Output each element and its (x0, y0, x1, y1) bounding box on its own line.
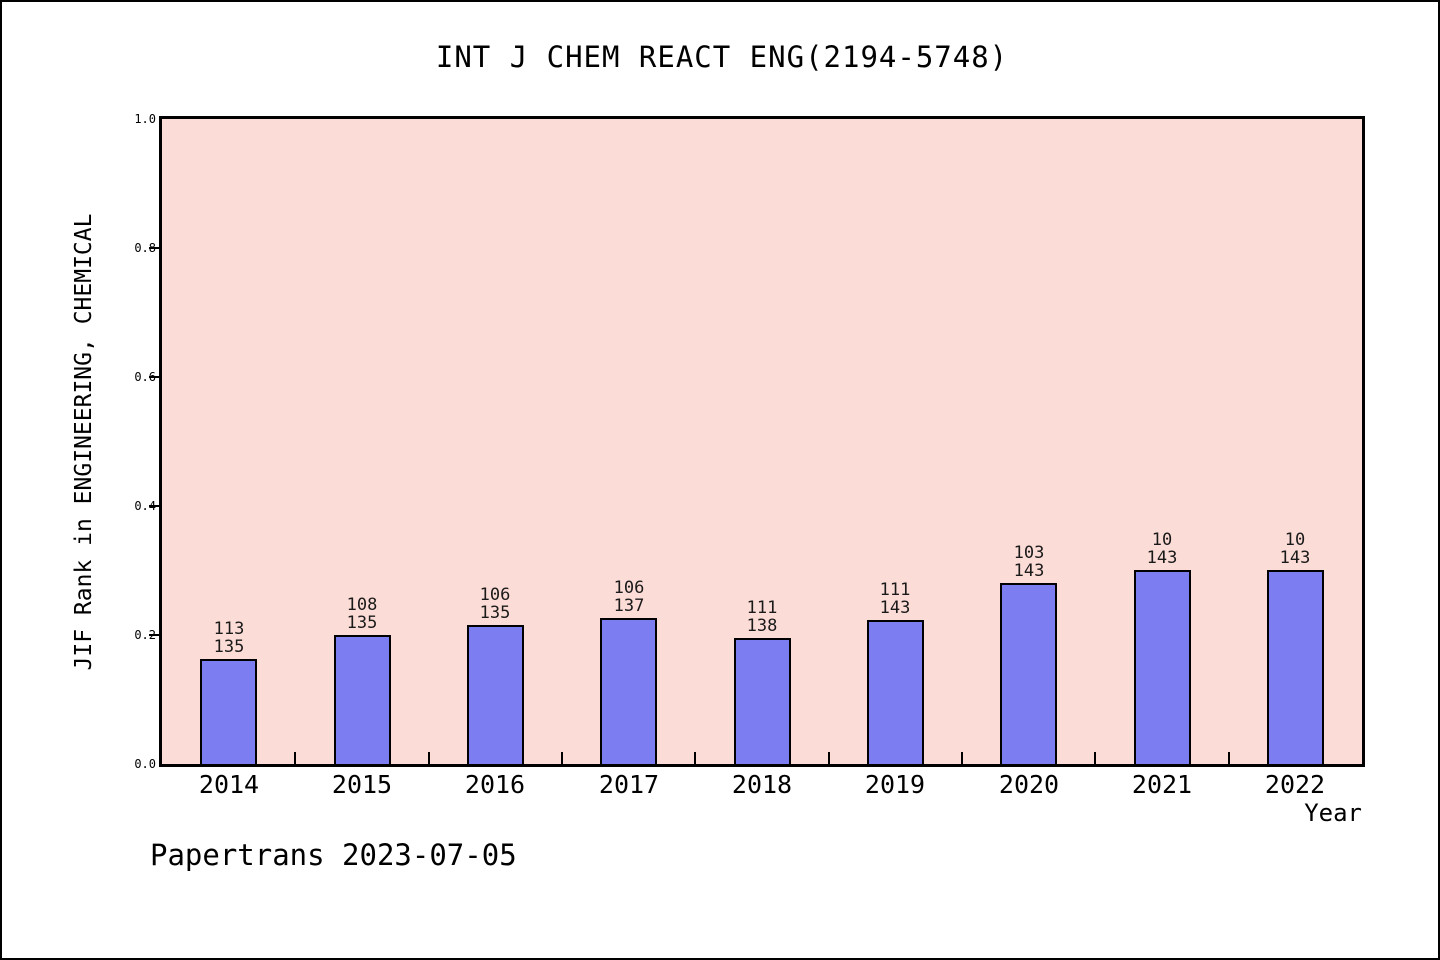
bar-value-numerator: 108 (346, 595, 378, 615)
footer-watermark: Papertrans 2023-07-05 (150, 838, 517, 872)
plot-area: 113 135 108 135 106 135 106 137 111 138 111 143 103 1… (162, 119, 1362, 764)
x-tick-label-2017: 2017 (598, 770, 660, 799)
x-tick-mark (427, 752, 430, 764)
bar-value-label: 113 135 (169, 620, 289, 656)
y-tick-mark (149, 247, 162, 249)
x-tick-label-2016: 2016 (464, 770, 526, 799)
y-tick-label: 0.4 (134, 499, 156, 513)
x-tick-mark (694, 752, 697, 764)
bar-value-denominator: 137 (613, 596, 645, 616)
x-tick-mark (1094, 752, 1097, 764)
y-tick-label: 0.0 (134, 757, 156, 771)
x-tick-label-2021: 2021 (1131, 770, 1193, 799)
x-tick-mark (561, 752, 563, 764)
bar-value-numerator: 103 (1013, 543, 1045, 563)
bar-value-numerator: 106 (613, 578, 645, 598)
bar-2021 (1134, 570, 1191, 764)
x-axis-label: Year (1304, 799, 1362, 827)
bar-2015 (334, 635, 391, 764)
bar-value-numerator: 111 (879, 580, 911, 600)
bar-value-label: 10 143 (1235, 531, 1355, 567)
bar-value-label: 10 143 (1102, 531, 1222, 567)
x-tick-label-2020: 2020 (998, 770, 1060, 799)
bar-2014 (200, 659, 257, 764)
x-tick-label-2014: 2014 (198, 770, 260, 799)
y-tick-label: 0.2 (134, 628, 156, 642)
x-tick-label-2022: 2022 (1264, 770, 1326, 799)
bar-value-numerator: 113 (213, 619, 245, 639)
bar-value-label: 103 143 (969, 544, 1089, 580)
bar-2018 (734, 638, 791, 764)
bar-value-denominator: 143 (879, 598, 911, 618)
bar-2017 (600, 618, 657, 764)
bar-value-denominator: 143 (1279, 548, 1311, 568)
x-tick-mark (827, 752, 830, 764)
bar-value-denominator: 135 (346, 613, 378, 633)
bar-value-label: 111 138 (702, 599, 822, 635)
bar-2022 (1267, 570, 1324, 764)
bar-value-numerator: 10 (1151, 530, 1173, 550)
x-tick-label-2015: 2015 (331, 770, 393, 799)
y-axis-label: JIF Rank in ENGINEERING, CHEMICAL (71, 213, 97, 671)
bar-value-denominator: 135 (213, 637, 245, 657)
y-tick-label: 0.8 (134, 241, 156, 255)
x-tick-mark (961, 752, 963, 764)
bar-2019 (867, 620, 924, 764)
bar-2020 (1000, 583, 1057, 764)
bar-value-label: 111 143 (835, 581, 955, 617)
bar-value-label: 108 135 (302, 596, 422, 632)
bar-value-label: 106 137 (569, 579, 689, 615)
bar-value-denominator: 143 (1013, 561, 1045, 581)
x-tick-mark (1227, 752, 1230, 764)
y-tick-label: 1.0 (134, 112, 156, 126)
bar-2016 (467, 625, 524, 764)
x-tick-label-2018: 2018 (731, 770, 793, 799)
bar-value-denominator: 135 (479, 603, 511, 623)
y-tick-mark (149, 376, 162, 378)
y-tick-mark (149, 634, 162, 636)
chart-title: INT J CHEM REACT ENG(2194-5748) (435, 40, 1009, 74)
bar-value-numerator: 10 (1284, 530, 1306, 550)
y-tick-mark (149, 505, 162, 507)
bar-value-numerator: 106 (479, 585, 511, 605)
x-tick-label-2019: 2019 (864, 770, 926, 799)
x-tick-mark (294, 752, 297, 764)
bar-value-numerator: 111 (746, 598, 778, 618)
bar-value-label: 106 135 (435, 586, 555, 622)
bar-value-denominator: 138 (746, 616, 778, 636)
bar-value-denominator: 143 (1146, 548, 1178, 568)
y-tick-label: 0.6 (134, 370, 156, 384)
